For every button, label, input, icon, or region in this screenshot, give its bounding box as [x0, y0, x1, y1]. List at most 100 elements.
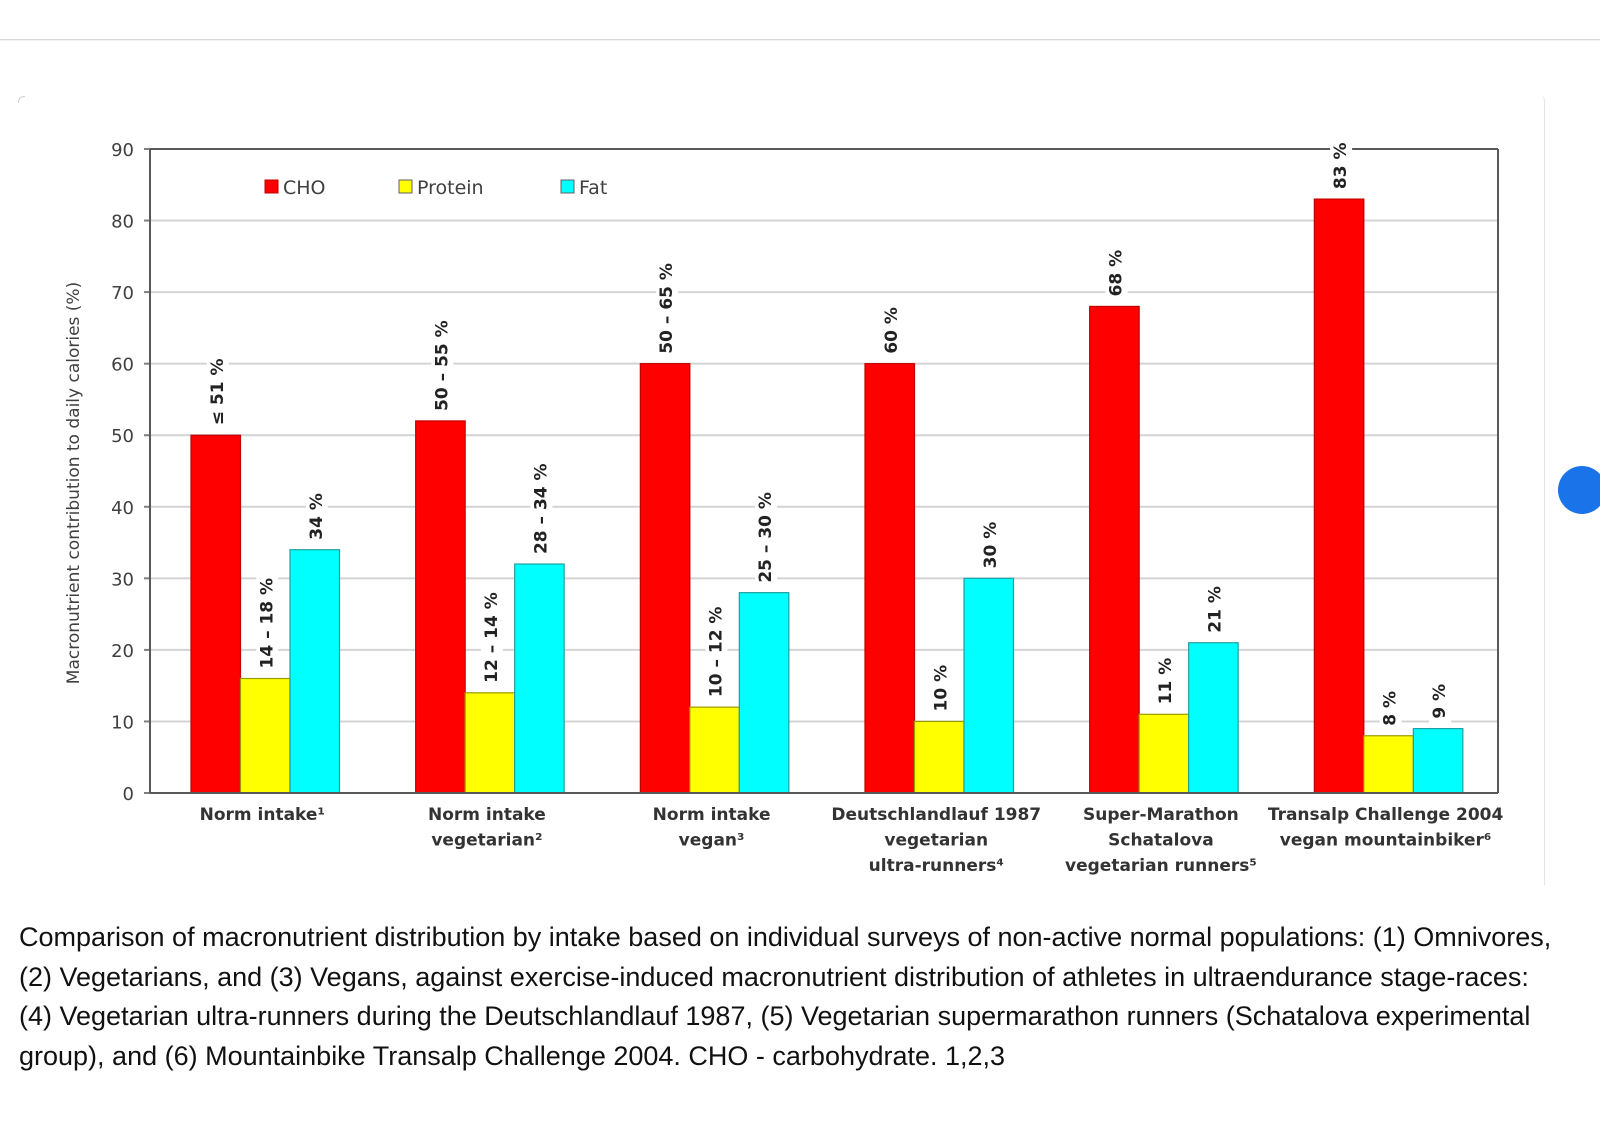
bar-cho-0 — [190, 434, 242, 794]
data-label-cho-4: 68 % — [1106, 250, 1126, 297]
bar-cho-3 — [864, 363, 916, 794]
figure-caption: Comparison of macronutrient distribution… — [19, 922, 1552, 1071]
data-label-backdrop — [431, 316, 454, 415]
data-label-backdrop — [206, 354, 229, 430]
data-label-backdrop — [480, 588, 503, 687]
data-label-fat-4: 21 % — [1205, 586, 1225, 633]
bar-cho-4 — [1089, 305, 1140, 794]
data-label-backdrop — [305, 489, 328, 544]
category-label: vegetarian — [884, 831, 988, 851]
category-label: Norm intake — [428, 805, 546, 825]
data-label-group: 68 % — [1105, 245, 1128, 301]
data-label-cho-2: 50 – 65 % — [657, 263, 677, 354]
data-label-backdrop — [656, 259, 679, 358]
data-label-backdrop — [979, 517, 1002, 573]
legend-label-cho: CHO — [283, 177, 326, 199]
data-label-protein-3: 10 % — [931, 665, 951, 712]
data-label-protein-2: 10 – 12 % — [707, 607, 727, 698]
data-label-fat-0: 34 % — [307, 493, 327, 540]
legend-swatch-protein — [398, 179, 413, 194]
macronutrient-bar-chart: 0 10 20 30 40 50 60 70 80 90 Norm intake¹ Norm inta… — [64, 138, 1503, 876]
data-label-backdrop — [1204, 582, 1227, 637]
axes: 0 10 20 30 40 50 60 70 80 90 Norm intake¹ Norm inta… — [111, 140, 1503, 876]
y-tick-label: 70 — [111, 283, 134, 304]
category-label: vegetarian runners⁵ — [1065, 856, 1257, 876]
data-label-group: 14 – 18 % — [256, 573, 279, 673]
bar-cho-5 — [1313, 198, 1365, 794]
y-tick-label: 20 — [111, 641, 134, 662]
legend-label-fat: Fat — [579, 177, 607, 199]
data-label-backdrop — [880, 303, 903, 358]
legend-swatch-fat — [560, 179, 575, 194]
data-label-protein-1: 12 – 14 % — [482, 592, 502, 683]
data-label-cho-1: 50 – 55 % — [432, 320, 452, 411]
category-label: Schatalova — [1108, 831, 1214, 851]
category-label: Deutschlandlauf 1987 — [831, 805, 1041, 825]
data-label-group: 34 % — [305, 489, 328, 544]
category-label: vegan³ — [679, 831, 745, 851]
category-label: vegetarian² — [431, 831, 542, 851]
data-label-protein-4: 11 % — [1156, 658, 1176, 705]
data-label-protein-5: 8 % — [1381, 691, 1401, 726]
legend: CHO Protein Fat — [264, 177, 607, 199]
category-label: Norm intake¹ — [200, 805, 325, 825]
data-label-group: 60 % — [880, 303, 903, 358]
data-label-backdrop — [930, 660, 953, 716]
top-divider — [0, 39, 1600, 40]
bar-cho-1 — [415, 420, 466, 794]
data-label-group: 28 – 34 % — [530, 459, 553, 559]
data-label-fat-2: 25 – 30 % — [756, 492, 776, 583]
y-tick-label: 30 — [111, 569, 134, 590]
data-label-group: 9 % — [1429, 679, 1452, 723]
bar-fat-2 — [738, 592, 790, 794]
y-tick-label: 80 — [111, 212, 134, 233]
bar-protein-2 — [689, 706, 740, 794]
category-label: Super-Marathon — [1083, 805, 1239, 825]
legend-swatch-cho — [264, 179, 279, 194]
y-tick-label: 40 — [111, 498, 134, 519]
category-label: ultra-runners⁴ — [869, 856, 1004, 876]
bar-protein-0 — [239, 677, 291, 794]
data-label-backdrop — [256, 573, 279, 673]
bar-fat-4 — [1188, 642, 1239, 794]
bar-fat-3 — [963, 577, 1015, 794]
bar-protein-4 — [1138, 713, 1190, 794]
bar-protein-1 — [464, 692, 516, 794]
data-label-group: 8 % — [1379, 686, 1402, 730]
floating-action-button[interactable] — [1558, 466, 1600, 514]
data-label-backdrop — [1105, 245, 1128, 301]
caption-container: Comparison of macronutrient distribution… — [0, 910, 1600, 1124]
y-tick-label: 90 — [111, 140, 134, 161]
data-label-backdrop — [1379, 686, 1402, 730]
bar-cho-2 — [639, 363, 691, 794]
category-label: Transalp Challenge 2004 — [1268, 805, 1504, 825]
y-tick-label: 50 — [111, 426, 134, 447]
data-label-group: 10 % — [930, 660, 953, 716]
data-label-fat-5: 9 % — [1430, 684, 1450, 719]
data-label-group: 50 – 55 % — [431, 316, 454, 415]
data-label-group: 30 % — [979, 517, 1002, 573]
bar-protein-3 — [913, 720, 965, 794]
data-label-backdrop — [1330, 138, 1353, 194]
bar-protein-5 — [1363, 735, 1414, 794]
data-label-cho-5: 83 % — [1331, 142, 1351, 189]
y-tick-label: 0 — [123, 784, 134, 805]
category-label: vegan mountainbiker⁶ — [1280, 831, 1492, 851]
y-tick-label: 10 — [111, 712, 134, 733]
data-label-group: 11 % — [1154, 653, 1177, 709]
data-label-group: 21 % — [1204, 582, 1227, 637]
figure-card-corner — [18, 96, 25, 103]
data-label-backdrop — [1154, 653, 1177, 709]
category-label: Norm intake — [653, 805, 771, 825]
bar-fat-5 — [1412, 727, 1464, 794]
data-label-group: 12 – 14 % — [480, 588, 503, 687]
data-label-fat-1: 28 – 34 % — [531, 463, 551, 554]
data-label-backdrop — [530, 459, 553, 559]
bar-fat-1 — [514, 563, 565, 794]
bar-fat-0 — [289, 549, 341, 794]
data-label-cho-0: ≤ 51 % — [208, 358, 228, 425]
data-label-protein-0: 14 – 18 % — [257, 578, 277, 669]
y-tick-label: 60 — [111, 355, 134, 376]
data-label-backdrop — [705, 602, 728, 702]
data-label-group: 50 – 65 % — [656, 259, 679, 358]
